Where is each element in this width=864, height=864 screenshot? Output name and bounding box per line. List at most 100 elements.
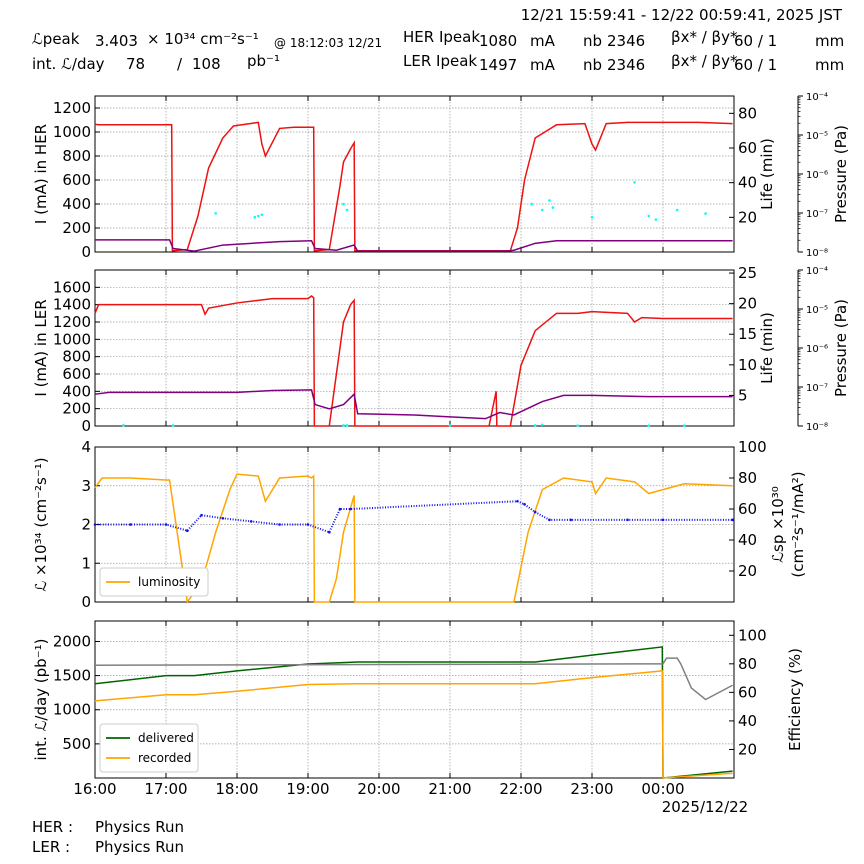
y2-axis-label: Life (min)	[758, 138, 776, 210]
pressure-point	[345, 208, 349, 212]
lpeak-label: ℒpeak	[32, 30, 80, 48]
current-series	[94, 121, 733, 252]
pressure-point	[704, 212, 707, 215]
her-nb-value: 2346	[607, 32, 646, 50]
intl-label: int. ℒ/day	[32, 55, 105, 73]
x-tick-label: 18:00	[215, 780, 258, 798]
y-tick-label: 600	[62, 171, 91, 189]
pressure-tick-label: 10⁻⁸	[806, 248, 828, 259]
pressure-tick-label: 10⁻⁶	[806, 344, 828, 355]
panel-frame	[94, 95, 735, 253]
legend-box	[99, 567, 209, 597]
her-beta-unit: mm	[815, 32, 845, 50]
intl-recorded: 78	[126, 55, 146, 73]
y2-tick-label: 100	[738, 626, 767, 644]
x-tick-label: 19:00	[286, 780, 329, 798]
her-ipeak-label: HER Ipeak	[403, 28, 480, 46]
y2-tick-label: 60	[738, 139, 757, 157]
ler-beta-value: 60 / 1	[734, 56, 778, 74]
lpeak-time: @ 18:12:03 12/21	[274, 36, 383, 50]
pressure-point	[541, 423, 544, 427]
y-tick-label: 1200	[53, 313, 91, 331]
pressure-point	[253, 215, 257, 219]
delivered-series	[94, 646, 733, 779]
y2-axis-label: Efficiency (%)	[786, 648, 804, 751]
y2-axis-label: Life (min)	[758, 312, 776, 384]
y-tick-label: 0	[81, 593, 91, 611]
pressure-tick-label: 10⁻⁷	[806, 383, 828, 394]
y-axis-label: I (mA) in HER	[32, 124, 50, 224]
y-tick-label: 1400	[53, 296, 91, 314]
her-ipeak-value: 1080	[479, 32, 518, 50]
y2-tick-label: 60	[738, 683, 757, 701]
ler-ipeak-unit: mA	[530, 56, 555, 74]
lpeak-value: 3.403	[95, 32, 138, 50]
y2-tick-label: 40	[738, 531, 757, 549]
y2-tick-label: 40	[738, 174, 757, 192]
life-series	[95, 239, 733, 252]
time-range: 12/21 15:59:41 - 12/22 00:59:41, 2025 JS…	[520, 6, 842, 24]
y-tick-label: 1600	[53, 278, 91, 296]
pressure-point	[257, 214, 260, 218]
y-tick-label: 600	[62, 365, 91, 383]
y2-tick-label: 5	[738, 386, 748, 404]
specific-lum-point	[129, 523, 132, 526]
y-tick-label: 1000	[53, 330, 91, 348]
y-tick-label: 1	[81, 554, 91, 572]
ler-ipeak-value: 1497	[479, 56, 518, 74]
pressure-point	[541, 208, 544, 212]
pressure-tick-label: 10⁻⁴	[806, 92, 828, 103]
y2-axis-label: (cm⁻²s⁻¹/mA²)	[789, 471, 807, 577]
pressure-tick-label: 10⁻⁵	[806, 305, 828, 316]
pressure-point	[548, 199, 551, 202]
x-tick-label: 20:00	[357, 780, 400, 798]
life-series	[94, 389, 733, 420]
y2-tick-label: 20	[738, 208, 757, 226]
y-axis-label: ℒ ×10³⁴ (cm⁻²s⁻¹)	[32, 457, 50, 591]
pressure-point	[576, 424, 580, 427]
y-tick-label: 3	[81, 477, 91, 495]
y2-tick-label: 25	[738, 264, 757, 282]
pressure-point	[590, 215, 594, 219]
x-tick-label: 21:00	[428, 780, 471, 798]
y-tick-label: 1000	[53, 701, 91, 719]
x-tick-label: 17:00	[144, 780, 187, 798]
footer-her-label: HER :	[32, 818, 74, 836]
y-tick-label: 400	[62, 195, 91, 213]
y2-tick-label: 80	[738, 104, 757, 122]
pressure-point	[647, 214, 651, 218]
y-tick-label: 0	[81, 243, 91, 261]
y2-tick-label: 100	[738, 438, 767, 456]
lpeak-unit: × 10³⁴ cm⁻²s⁻¹	[147, 30, 259, 48]
y-tick-label: 4	[81, 438, 91, 456]
y-tick-label: 1200	[53, 99, 91, 117]
her-beta-label: βx* / βy*	[671, 28, 738, 46]
y-axis-label: I (mA) in LER	[32, 299, 50, 396]
pressure-tick-label: 10⁻⁷	[806, 209, 828, 220]
ler-nb-label: nb	[583, 56, 603, 74]
pressure-point	[683, 424, 686, 427]
y-tick-label: 2	[81, 516, 91, 534]
pressure-axis-label: Pressure (Pa)	[832, 125, 850, 223]
ler-nb-value: 2346	[607, 56, 646, 74]
y-tick-label: 400	[62, 382, 91, 400]
y-axis-label: int. ℒ/day (pb⁻¹)	[32, 639, 50, 761]
pressure-point	[530, 202, 533, 206]
ler-beta-label: βx* / βy*	[671, 52, 738, 70]
pressure-tick-label: 10⁻⁵	[806, 131, 828, 142]
y2-tick-label: 15	[738, 325, 757, 343]
current-series	[94, 295, 733, 427]
x-tick-label: 22:00	[499, 780, 542, 798]
legend-label: recorded	[138, 751, 191, 765]
pressure-point	[260, 213, 264, 217]
y2-tick-label: 40	[738, 712, 757, 730]
recorded-series	[94, 670, 733, 779]
pressure-axis-label: Pressure (Pa)	[832, 299, 850, 397]
y2-tick-label: 20	[738, 295, 757, 313]
y2-tick-label: 10	[738, 356, 757, 374]
legend-label: luminosity	[138, 575, 200, 589]
ler-ipeak-label: LER Ipeak	[403, 52, 478, 70]
footer-ler-label: LER :	[32, 838, 71, 856]
x-tick-label: 23:00	[570, 780, 613, 798]
